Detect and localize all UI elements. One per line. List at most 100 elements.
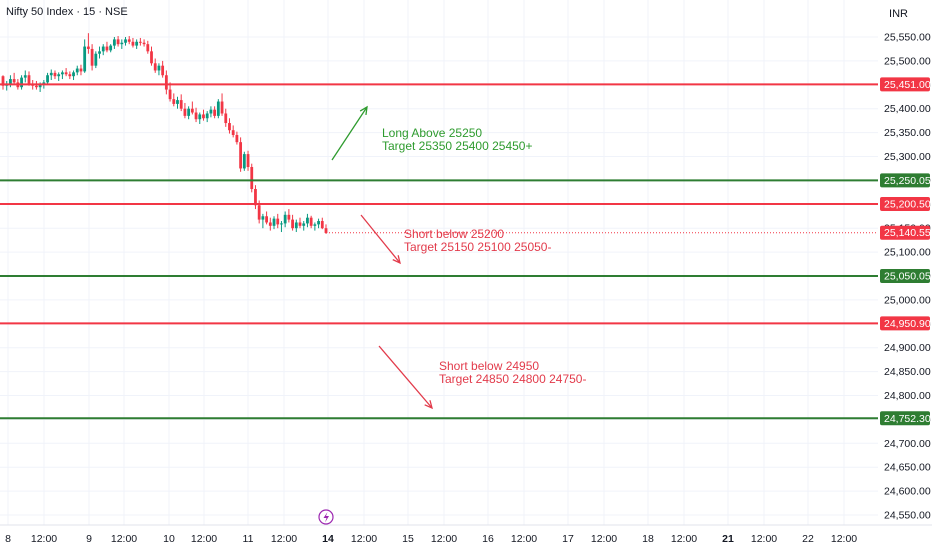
candle — [101, 44, 105, 56]
candle — [272, 216, 276, 230]
candle — [213, 106, 217, 119]
candle-body — [261, 216, 265, 220]
candle — [224, 108, 228, 127]
candle-body — [176, 100, 179, 104]
price-tick-label: 25,000.00 — [884, 294, 931, 306]
candle — [168, 82, 172, 102]
level-badge — [880, 77, 930, 92]
candle-body — [228, 123, 231, 131]
candle-body — [324, 228, 328, 233]
candle-body — [38, 84, 42, 88]
time-axis[interactable]: 8 12:00 9 12:00 10 12:00 11 12:00 14 12:00 15 12:00… — [0, 524, 932, 545]
candle-body — [135, 41, 139, 46]
candle-body — [153, 63, 157, 71]
candles-series — [1, 33, 328, 234]
candle-body — [124, 39, 127, 43]
candle-body — [27, 75, 31, 84]
candle — [179, 94, 183, 112]
last-price-label: 25,140.55 — [884, 227, 931, 239]
candle-body — [168, 89, 172, 100]
event-marker[interactable] — [318, 509, 334, 525]
candle — [280, 221, 283, 233]
candle-body — [313, 224, 317, 226]
candle-body — [120, 42, 124, 45]
candle-body — [309, 217, 313, 226]
candle-body — [220, 101, 224, 114]
symbol-title[interactable]: Nifty 50 Index · 15 · NSE — [6, 6, 128, 18]
candle-body — [317, 221, 320, 225]
candle-body — [142, 42, 146, 45]
candle-body — [131, 41, 135, 46]
candle-body — [164, 75, 168, 90]
currency-label[interactable]: INR — [889, 8, 908, 20]
candle — [320, 217, 324, 230]
candle-body — [250, 167, 254, 190]
time-tick-label: 12:00 — [191, 533, 217, 545]
candle — [231, 125, 235, 138]
candle — [127, 36, 131, 45]
candle-body — [183, 108, 187, 116]
candle-body — [231, 130, 235, 135]
candle-body — [23, 75, 27, 78]
candle — [109, 44, 113, 53]
time-tick-label: 15 — [402, 533, 414, 545]
lightning-glyph — [323, 512, 329, 523]
candle-body — [161, 65, 165, 76]
candle-body — [194, 112, 198, 120]
candle-body — [268, 222, 272, 226]
price-tick-label: 25,500.00 — [884, 55, 931, 67]
level-badge — [880, 173, 930, 188]
arrow-down-icon — [360, 214, 401, 264]
candle — [172, 93, 176, 107]
candle — [142, 39, 146, 47]
candle — [46, 72, 49, 85]
price-tick-label: 25,550.00 — [884, 32, 931, 44]
candle-body — [68, 74, 72, 77]
candle — [294, 219, 298, 233]
last-price-badge — [880, 225, 930, 240]
arrow-up-icon — [331, 106, 368, 161]
time-tick-label: 22 — [802, 533, 814, 545]
candle — [131, 37, 135, 48]
time-tick-label: 12:00 — [31, 533, 57, 545]
candle-body — [187, 108, 191, 116]
level-badge — [880, 268, 930, 283]
candle-body — [9, 79, 12, 84]
time-tick-label: 12:00 — [271, 533, 297, 545]
candle-body — [86, 46, 90, 49]
candle — [105, 41, 109, 53]
candle — [23, 70, 27, 83]
price-tick-label: 24,900.00 — [884, 342, 931, 354]
price-tick-label: 25,400.00 — [884, 103, 931, 115]
candle — [138, 37, 142, 46]
candle — [86, 33, 90, 54]
candle — [187, 106, 191, 120]
time-tick-label: 18 — [642, 533, 654, 545]
candle — [317, 218, 320, 229]
time-tick-label: 8 — [5, 533, 11, 545]
candle-body — [246, 154, 250, 168]
arrow-head-icon — [424, 400, 433, 410]
candle-body — [20, 77, 23, 88]
time-tick-label: 12:00 — [511, 533, 537, 545]
candle-body — [306, 217, 309, 224]
candle — [220, 93, 224, 116]
time-tick-label: 12:00 — [431, 533, 457, 545]
candle — [9, 75, 12, 88]
candle-body — [265, 216, 268, 223]
level-badge-label: 25,250.05 — [884, 175, 931, 187]
candle-body — [239, 142, 243, 169]
candle — [306, 213, 309, 228]
candle — [283, 211, 287, 228]
candle — [250, 163, 254, 193]
time-tick-label: 10 — [163, 533, 175, 545]
time-tick-label: 12:00 — [351, 533, 377, 545]
candle-body — [320, 221, 324, 229]
candle-body — [49, 72, 53, 76]
price-axis[interactable]: 25,550.0025,500.0025,450.0025,400.0025,3… — [878, 0, 932, 550]
candle — [194, 107, 198, 123]
candle — [309, 215, 313, 229]
candle-body — [280, 223, 283, 225]
